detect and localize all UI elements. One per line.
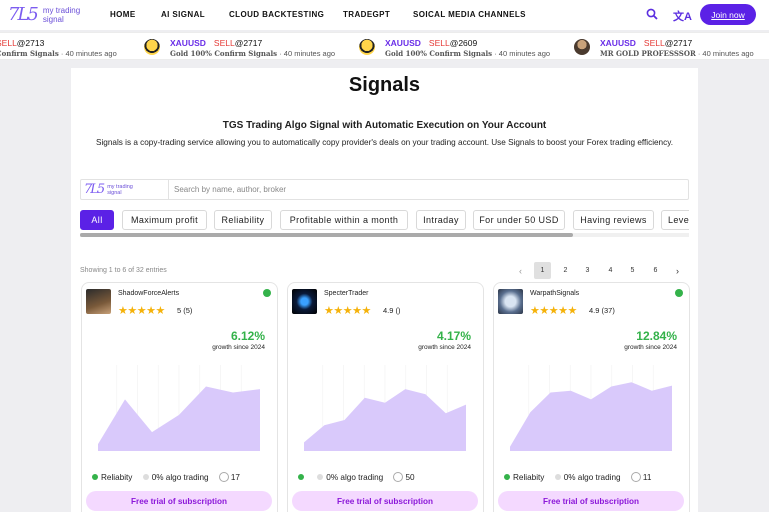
entries-info: Showing 1 to 6 of 32 entries (80, 267, 167, 274)
reliability-label: Reliabity (101, 473, 133, 482)
algo-label: 0% algo trading (326, 473, 384, 482)
chip-leverage[interactable]: Leve (661, 210, 689, 230)
page-2-button[interactable]: 2 (563, 267, 568, 274)
verified-check-icon (675, 289, 683, 297)
growth-chart (510, 365, 672, 451)
chips-scrollbar[interactable] (80, 233, 689, 237)
subscribers-count: 11 (642, 473, 652, 482)
join-now-button[interactable]: Join now (700, 4, 756, 25)
next-page-button[interactable]: › (676, 265, 679, 276)
provider-name[interactable]: WarpathSignals (530, 290, 580, 297)
chip-under-50-usd[interactable]: For under 50 USD (473, 210, 565, 230)
algo-dot (554, 474, 561, 480)
ticker-item[interactable]: XAUUSD SELL@2609 Gold 100% Confirm Signal… (359, 36, 559, 60)
provider-name[interactable]: ShadowForceAlerts (118, 290, 180, 297)
chip-all[interactable]: All (80, 210, 114, 230)
search-logo: 7L5 my trading signal (81, 180, 169, 199)
page-6-button[interactable]: 6 (653, 267, 658, 274)
site-logo[interactable]: 7L5 my trading signal (8, 4, 80, 25)
search-icon[interactable] (646, 8, 658, 20)
rating-value: 5 (5) (177, 306, 193, 315)
filter-chips: All Maximum profit Reliability Profitabl… (80, 210, 689, 232)
growth-area (304, 389, 466, 451)
page-5-button[interactable]: 5 (630, 267, 635, 274)
provider-name[interactable]: SpecterTrader (324, 290, 369, 297)
top-navbar: 7L5 my trading signal HOME AI SIGNAL CLO… (0, 0, 769, 30)
algo-dot (142, 474, 149, 480)
page-description: Signals is a copy-trading service allowi… (96, 138, 673, 147)
subscribers-count: 17 (230, 473, 240, 482)
page-1-button[interactable]: 1 (534, 262, 551, 279)
provider-avatar (292, 289, 317, 314)
card-stats: 0% algo trading 50 (298, 472, 415, 482)
algo-dot (317, 474, 324, 480)
globe-icon (218, 472, 229, 482)
growth-area (98, 386, 260, 451)
signal-search-box: 7L5 my trading signal (80, 179, 689, 200)
free-trial-button[interactable]: Free trial of subscription (498, 491, 684, 511)
growth-label: growth since 2024 (212, 344, 265, 351)
logo-text: my trading signal (42, 5, 81, 24)
signal-card[interactable]: SpecterTrader ★★★★★ 4.9 () 4.17% growth … (287, 282, 484, 512)
scrollbar-thumb[interactable] (80, 233, 573, 237)
trader-avatar (359, 39, 375, 55)
trader-avatar (574, 39, 590, 55)
logo-mark: 7L5 (8, 4, 39, 25)
growth-value: 4.17% (436, 329, 471, 343)
rating-value: 4.9 (37) (589, 306, 615, 315)
rating-stars: ★★★★★ (324, 305, 371, 317)
nav-tradegpt[interactable]: TRADEGPT (343, 10, 391, 19)
page-4-button[interactable]: 4 (608, 267, 613, 274)
growth-label: growth since 2024 (624, 344, 677, 351)
page-subtitle: TGS Trading Algo Signal with Automatic E… (222, 120, 547, 131)
trader-avatar (144, 39, 160, 55)
card-stats: Reliabity 0% algo trading 17 (92, 472, 240, 482)
nav-social-media-channels[interactable]: SOICAL MEDIA CHANNELS (413, 10, 526, 19)
algo-label: 0% algo trading (563, 473, 621, 482)
card-stats: Reliabity 0% algo trading 11 (504, 472, 651, 482)
growth-value: 6.12% (230, 329, 265, 343)
nav-ai-signal[interactable]: AI SIGNAL (161, 10, 206, 19)
prev-page-button[interactable]: ‹ (519, 265, 522, 276)
globe-icon (393, 472, 404, 482)
ticker-item[interactable]: SELL@2713 Confirm Signals · 40 minutes a… (0, 38, 117, 58)
provider-avatar (86, 289, 111, 314)
ticker-item[interactable]: XAUUSD SELL@2717 Gold 100% Confirm Signal… (144, 36, 344, 60)
rating-stars: ★★★★★ (118, 305, 165, 317)
growth-label: growth since 2024 (418, 344, 471, 351)
chip-having-reviews[interactable]: Having reviews (573, 210, 654, 230)
free-trial-button[interactable]: Free trial of subscription (292, 491, 478, 511)
translate-icon[interactable]: 文A (673, 11, 692, 23)
growth-value: 12.84% (636, 329, 677, 343)
page-3-button[interactable]: 3 (585, 267, 590, 274)
signal-card[interactable]: WarpathSignals ★★★★★ 4.9 (37) 12.84% gro… (493, 282, 690, 512)
reliability-dot (504, 474, 510, 480)
reliability-label: Reliabity (513, 473, 545, 482)
ticker-item[interactable]: XAUUSD SELL@2717 MR GOLD PROFESSSOR · 40 … (574, 36, 769, 60)
chip-profitable-within-month[interactable]: Profitable within a month (280, 210, 408, 230)
free-trial-button[interactable]: Free trial of subscription (86, 491, 272, 511)
growth-area (510, 382, 672, 451)
provider-avatar (498, 289, 523, 314)
nav-cloud-backtesting[interactable]: CLOUD BACKTESTING (229, 10, 325, 19)
page-title: Signals (348, 74, 421, 96)
reliability-dot (298, 474, 304, 480)
signal-ticker: SELL@2713 Confirm Signals · 40 minutes a… (0, 32, 769, 60)
signals-panel: Signals TGS Trading Algo Signal with Aut… (71, 68, 698, 512)
signal-card[interactable]: ShadowForceAlerts ★★★★★ 5 (5) 6.12% grow… (81, 282, 278, 512)
rating-value: 4.9 () (383, 306, 401, 315)
chip-maximum-profit[interactable]: Maximum profit (122, 210, 207, 230)
algo-label: 0% algo trading (151, 473, 209, 482)
reliability-dot (92, 474, 98, 480)
search-input[interactable] (174, 181, 674, 198)
chip-intraday[interactable]: Intraday (416, 210, 466, 230)
nav-home[interactable]: HOME (110, 10, 136, 19)
globe-icon (630, 472, 641, 482)
rating-stars: ★★★★★ (530, 305, 577, 317)
verified-check-icon (263, 289, 271, 297)
growth-chart (304, 365, 466, 451)
subscribers-count: 50 (405, 473, 415, 482)
chip-reliability[interactable]: Reliability (214, 210, 272, 230)
growth-chart (98, 365, 260, 451)
